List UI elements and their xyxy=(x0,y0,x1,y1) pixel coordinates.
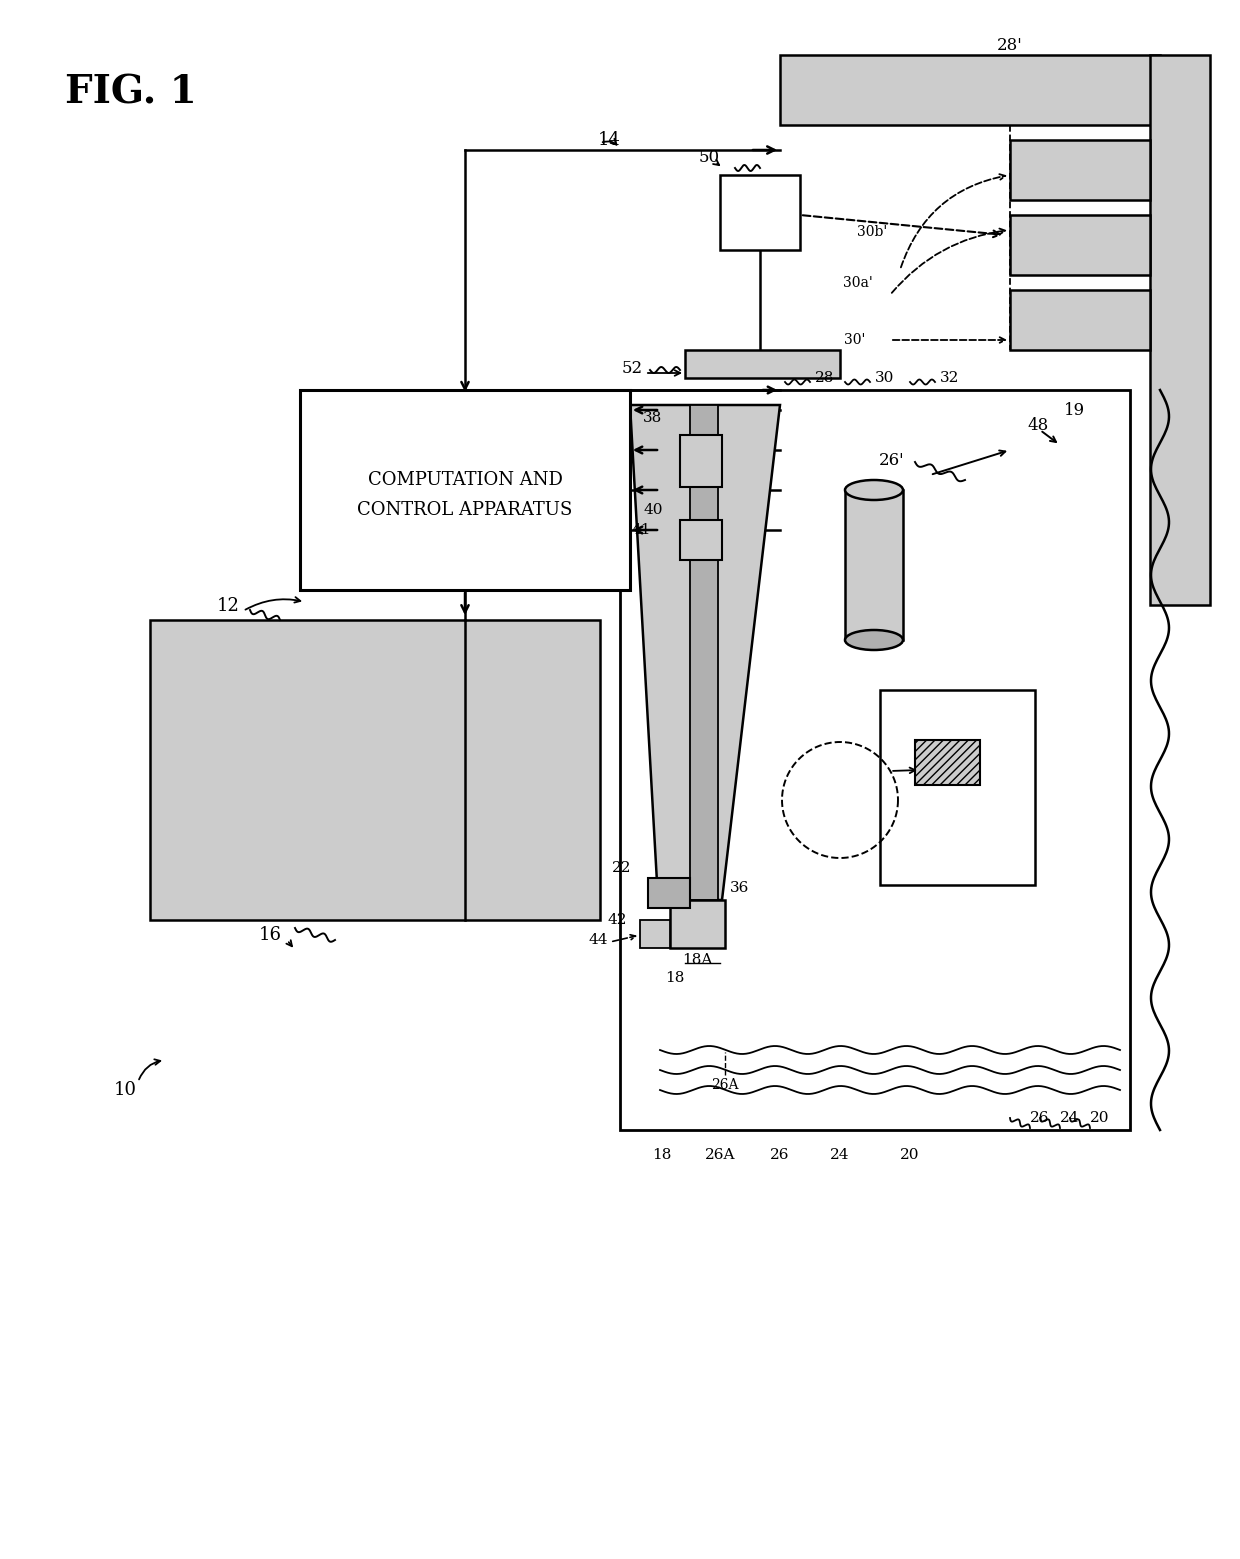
Text: 44: 44 xyxy=(588,932,608,946)
Text: 18: 18 xyxy=(666,971,684,985)
Text: CONTROL APPARATUS: CONTROL APPARATUS xyxy=(357,500,573,519)
Text: 52: 52 xyxy=(621,360,642,377)
Text: 28': 28' xyxy=(997,36,1023,53)
Bar xyxy=(780,55,1159,125)
Bar xyxy=(620,390,1130,1130)
Text: 50: 50 xyxy=(699,148,720,165)
Text: 26A: 26A xyxy=(712,1077,739,1091)
Bar xyxy=(880,691,1035,886)
Bar xyxy=(680,435,722,486)
Bar xyxy=(844,490,903,641)
Bar xyxy=(649,878,689,907)
Bar xyxy=(670,900,725,948)
Bar xyxy=(720,175,800,249)
Text: 26: 26 xyxy=(1030,1112,1050,1126)
Text: FIG. 1: FIG. 1 xyxy=(64,73,197,111)
Ellipse shape xyxy=(844,480,903,500)
Text: 48: 48 xyxy=(1027,416,1048,433)
Text: 24: 24 xyxy=(1060,1112,1080,1126)
Text: 12: 12 xyxy=(217,597,239,614)
Text: 20: 20 xyxy=(900,1147,920,1161)
Bar xyxy=(1011,140,1149,200)
Text: 16: 16 xyxy=(258,926,281,945)
Text: 30: 30 xyxy=(875,371,895,385)
Text: 30': 30' xyxy=(844,334,866,348)
Bar xyxy=(689,405,718,900)
Text: 26: 26 xyxy=(770,1147,790,1161)
Bar xyxy=(300,390,630,589)
Text: 40: 40 xyxy=(644,504,662,518)
Text: 26A: 26A xyxy=(704,1147,735,1161)
Text: COMPUTATION AND: COMPUTATION AND xyxy=(367,471,563,490)
Bar xyxy=(150,620,600,920)
Text: 26': 26' xyxy=(879,452,905,469)
Text: 32: 32 xyxy=(940,371,960,385)
Text: 28: 28 xyxy=(816,371,835,385)
Bar xyxy=(915,741,980,786)
Text: 19: 19 xyxy=(1064,402,1085,418)
Text: 36: 36 xyxy=(730,881,750,895)
Text: 14: 14 xyxy=(598,131,621,150)
Text: 41: 41 xyxy=(631,522,651,536)
Text: 18: 18 xyxy=(652,1147,672,1161)
Ellipse shape xyxy=(844,630,903,650)
Text: 38: 38 xyxy=(642,412,662,426)
Bar xyxy=(1011,215,1149,274)
Bar xyxy=(1149,55,1210,605)
Text: 22: 22 xyxy=(613,861,631,875)
Text: 42: 42 xyxy=(608,914,626,928)
Text: 24: 24 xyxy=(831,1147,849,1161)
Bar xyxy=(680,521,722,560)
Bar xyxy=(1011,290,1149,351)
Text: 20: 20 xyxy=(1090,1112,1110,1126)
Bar xyxy=(640,920,670,948)
Bar xyxy=(684,351,839,377)
Text: 18A: 18A xyxy=(682,953,712,967)
Text: 30b': 30b' xyxy=(857,224,887,239)
Text: 10: 10 xyxy=(114,1080,136,1099)
Text: 30a': 30a' xyxy=(843,276,873,290)
Polygon shape xyxy=(630,405,780,900)
